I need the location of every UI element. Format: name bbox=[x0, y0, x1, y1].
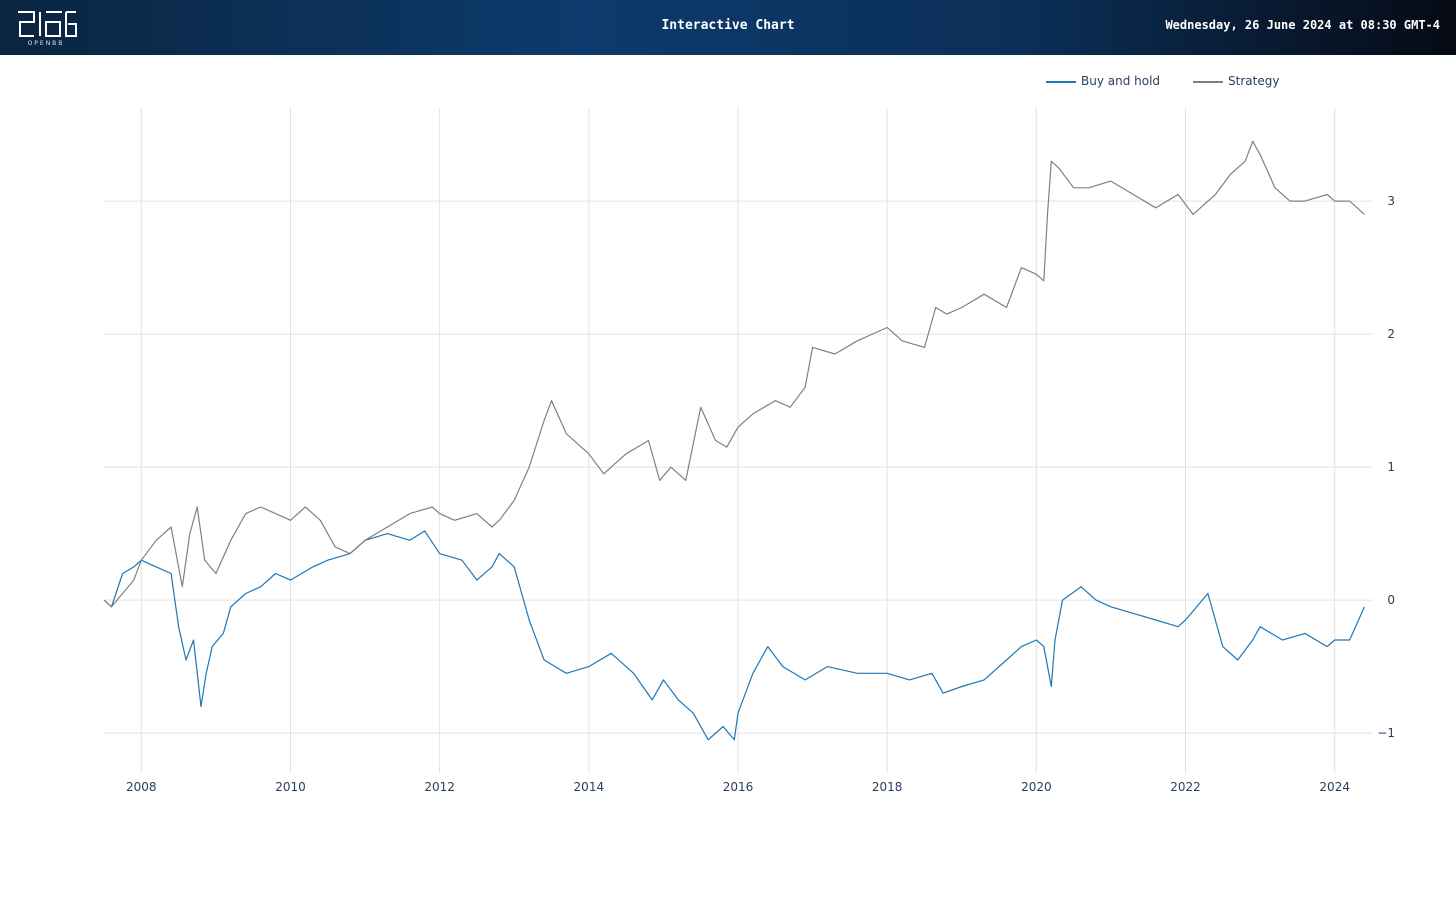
x-tick-label: 2008 bbox=[126, 780, 157, 794]
series-line-buy-and-hold[interactable] bbox=[103, 530, 1366, 741]
x-tick-label: 2010 bbox=[275, 780, 306, 794]
legend-label-strategy: Strategy bbox=[1228, 74, 1280, 88]
page-title: Interactive Chart bbox=[661, 18, 795, 33]
series-line-strategy[interactable] bbox=[103, 140, 1365, 608]
y-tick-label: −1 bbox=[1377, 726, 1395, 740]
legend-label-buy-and-hold: Buy and hold bbox=[1081, 74, 1161, 88]
y-gridlines bbox=[104, 200, 1372, 734]
openbb-logo-icon bbox=[18, 11, 77, 37]
datetime-label: Wednesday, 26 June 2024 at 08:30 GMT-4 bbox=[1165, 18, 1440, 32]
y-tick-label: 2 bbox=[1387, 327, 1395, 341]
y-tick-label: 3 bbox=[1387, 194, 1395, 208]
x-tick-label: 2018 bbox=[872, 780, 903, 794]
x-gridlines bbox=[140, 108, 1336, 773]
x-tick-label: 2016 bbox=[723, 780, 754, 794]
logo-caption: OPENBB bbox=[27, 40, 65, 47]
x-tick-label: 2022 bbox=[1170, 780, 1201, 794]
y-tick-label: 0 bbox=[1387, 593, 1395, 607]
legend-swatch-strategy bbox=[1193, 81, 1223, 83]
x-tick-label: 2020 bbox=[1021, 780, 1052, 794]
y-axis-labels: −1 0 1 2 3 bbox=[1377, 194, 1395, 740]
y-tick-label: 1 bbox=[1387, 460, 1395, 474]
line-chart[interactable]: 2008 2010 2012 2014 2016 2018 2020 2022 2024 −1 0… bbox=[0, 55, 1456, 815]
x-tick-label: 2012 bbox=[424, 780, 455, 794]
legend-swatch-buy-and-hold bbox=[1046, 81, 1076, 83]
x-axis-labels: 2008 2010 2012 2014 2016 2018 2020 2022 2024 bbox=[126, 780, 1350, 794]
x-tick-label: 2024 bbox=[1319, 780, 1350, 794]
series-layer bbox=[103, 140, 1366, 741]
header-bar: OPENBB Interactive Chart Wednesday, 26 J… bbox=[0, 0, 1456, 55]
x-tick-label: 2014 bbox=[574, 780, 605, 794]
